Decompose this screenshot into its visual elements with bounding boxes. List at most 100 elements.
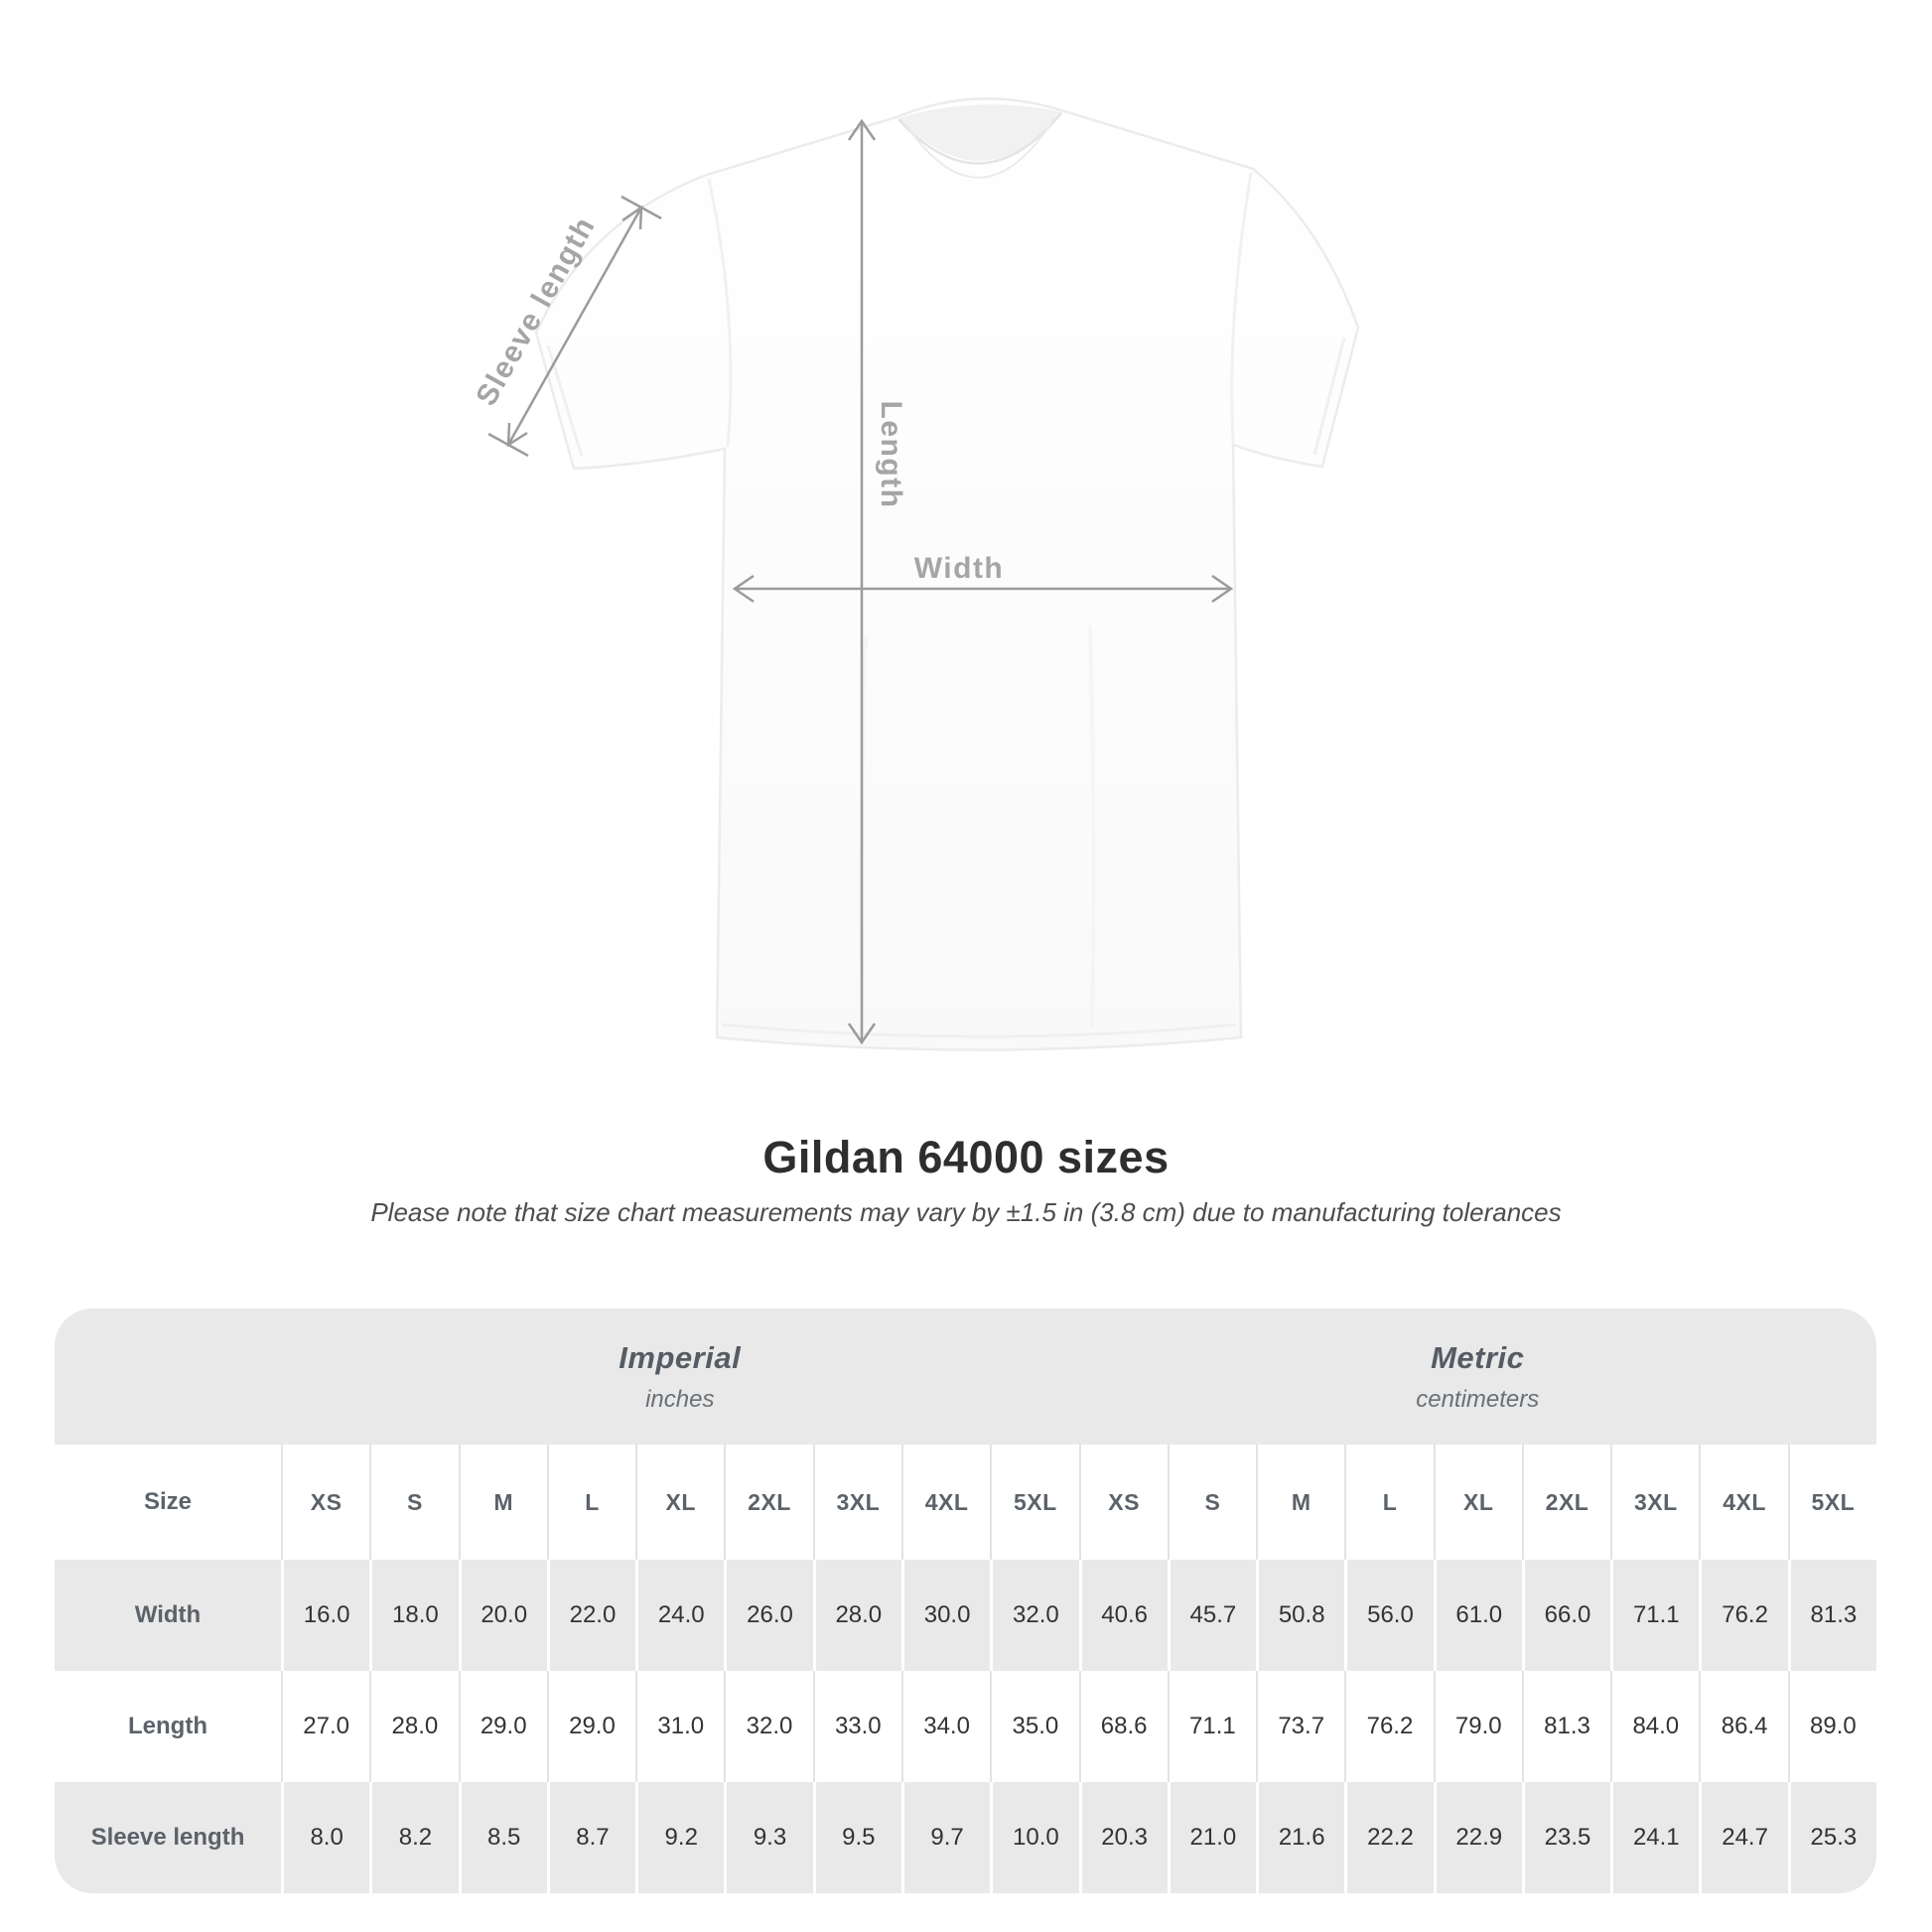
- collar-stitch: [905, 117, 1055, 179]
- length-label: Length: [875, 401, 907, 509]
- unit-header-band: Imperial inches Metric centimeters: [55, 1309, 1876, 1445]
- measurement-value: 8.7: [546, 1782, 635, 1893]
- measurement-value: 21.0: [1167, 1782, 1256, 1893]
- measurement-value: 20.3: [1078, 1782, 1168, 1893]
- measurement-value: 10.0: [990, 1782, 1078, 1893]
- size-column-header: XS: [1078, 1445, 1168, 1560]
- measurement-value: 29.0: [458, 1671, 547, 1782]
- measurement-value: 34.0: [900, 1671, 990, 1782]
- length-arrow: [847, 118, 877, 1045]
- size-column-header: 4XL: [900, 1445, 990, 1560]
- measurement-value: 8.0: [281, 1782, 369, 1893]
- measurement-value: 61.0: [1433, 1560, 1522, 1671]
- measurement-value: 25.3: [1787, 1782, 1876, 1893]
- measurement-value: 26.0: [724, 1560, 812, 1671]
- unit-group-imperial: Imperial inches: [281, 1309, 1079, 1445]
- collar-opening: [898, 104, 1062, 162]
- right-armhole-seam: [1230, 172, 1253, 444]
- size-header-row: Size XS S M L XL 2XL 3XL 4XL 5XL XS S M L XL 2XL 3XL 4XL…: [55, 1445, 1876, 1560]
- measurement-value: 22.9: [1433, 1782, 1522, 1893]
- metric-label: Metric: [1431, 1339, 1525, 1375]
- measurement-value: 50.8: [1256, 1560, 1344, 1671]
- measurement-value: 21.6: [1256, 1782, 1344, 1893]
- measurement-value: 8.5: [458, 1782, 547, 1893]
- measurement-value: 56.0: [1344, 1560, 1433, 1671]
- measurement-value: 76.2: [1699, 1560, 1787, 1671]
- measurement-value: 24.1: [1610, 1782, 1699, 1893]
- length-row: Length 27.0 28.0 29.0 29.0 31.0 32.0 33.0 34.0 3…: [55, 1671, 1876, 1782]
- measurement-value: 9.5: [812, 1782, 901, 1893]
- measurement-value: 73.7: [1256, 1671, 1344, 1782]
- measurement-value: 84.0: [1610, 1671, 1699, 1782]
- measurement-value: 35.0: [990, 1671, 1078, 1782]
- measurement-value: 24.0: [635, 1560, 724, 1671]
- tshirt-illustration: [534, 97, 1360, 1051]
- size-column-header: M: [458, 1445, 547, 1560]
- right-sleeve-hem: [1312, 337, 1346, 456]
- measurement-value: 76.2: [1344, 1671, 1433, 1782]
- sleeve-length-row: Sleeve length 8.0 8.2 8.5 8.7 9.2 9.3 9.5 9.7 10…: [55, 1782, 1876, 1893]
- page-title: Gildan 64000 sizes: [762, 1132, 1170, 1182]
- tshirt-body: [534, 97, 1360, 1051]
- measurement-value: 30.0: [900, 1560, 990, 1671]
- fabric-fold: [1088, 624, 1096, 1029]
- measurement-value: 20.0: [458, 1560, 547, 1671]
- measurement-value: 79.0: [1433, 1671, 1522, 1782]
- measurement-value: 29.0: [546, 1671, 635, 1782]
- size-column-header: S: [1167, 1445, 1256, 1560]
- tolerance-note: Please note that size chart measurements…: [370, 1197, 1562, 1227]
- measurement-value: 66.0: [1521, 1560, 1610, 1671]
- measurement-value: 71.1: [1167, 1671, 1256, 1782]
- size-column-header: 4XL: [1699, 1445, 1787, 1560]
- size-column-header: M: [1256, 1445, 1344, 1560]
- measurement-value: 45.7: [1167, 1560, 1256, 1671]
- sleeve-length-arrow: [487, 195, 662, 458]
- size-column-header: XL: [1433, 1445, 1522, 1560]
- measurement-value: 22.2: [1344, 1782, 1433, 1893]
- size-column-header: L: [546, 1445, 635, 1560]
- measurement-value: 9.2: [635, 1782, 724, 1893]
- imperial-unit: inches: [645, 1385, 715, 1413]
- measurement-value: 32.0: [990, 1560, 1078, 1671]
- measurement-value: 16.0: [281, 1560, 369, 1671]
- width-label: Width: [914, 552, 1005, 585]
- collar-band-seam: [897, 112, 1062, 165]
- measurement-value: 40.6: [1078, 1560, 1168, 1671]
- size-column-header: 2XL: [1521, 1445, 1610, 1560]
- measurement-value: 28.0: [812, 1560, 901, 1671]
- size-column-header: XL: [635, 1445, 724, 1560]
- size-header-label: Size: [143, 1488, 193, 1515]
- measurement-value: 33.0: [812, 1671, 901, 1782]
- size-column-header: 5XL: [1787, 1445, 1876, 1560]
- size-column-header: 3XL: [1610, 1445, 1699, 1560]
- measurement-value: 32.0: [724, 1671, 812, 1782]
- left-armhole-seam: [707, 178, 733, 448]
- imperial-label: Imperial: [619, 1339, 742, 1375]
- measurement-value: 68.6: [1078, 1671, 1168, 1782]
- measurement-value: 86.4: [1699, 1671, 1787, 1782]
- size-column-header: L: [1344, 1445, 1433, 1560]
- width-row: Width 16.0 18.0 20.0 22.0 24.0 26.0 28.0 30.0 32…: [55, 1560, 1876, 1671]
- measurement-value: 31.0: [635, 1671, 724, 1782]
- sleeve-length-row-label: Sleeve length: [90, 1824, 245, 1851]
- measurement-value: 9.7: [900, 1782, 990, 1893]
- measurement-value: 18.0: [369, 1560, 458, 1671]
- measurement-value: 22.0: [546, 1560, 635, 1671]
- size-column-header: 2XL: [724, 1445, 812, 1560]
- length-row-label: Length: [128, 1713, 207, 1739]
- measurement-value: 81.3: [1787, 1560, 1876, 1671]
- size-column-header: 3XL: [812, 1445, 901, 1560]
- measurement-value: 24.7: [1699, 1782, 1787, 1893]
- measurement-value: 71.1: [1610, 1560, 1699, 1671]
- measurement-value: 23.5: [1521, 1782, 1610, 1893]
- bottom-hem-stitch: [721, 1023, 1237, 1038]
- width-row-label: Width: [134, 1601, 202, 1628]
- measurement-value: 28.0: [369, 1671, 458, 1782]
- unit-group-metric: Metric centimeters: [1079, 1309, 1877, 1445]
- measurement-value: 27.0: [281, 1671, 369, 1782]
- tshirt-diagram: Sleeve length Length Width: [470, 97, 1360, 1051]
- size-column-header: S: [369, 1445, 458, 1560]
- metric-unit: centimeters: [1416, 1385, 1540, 1413]
- width-arrow: [732, 574, 1234, 604]
